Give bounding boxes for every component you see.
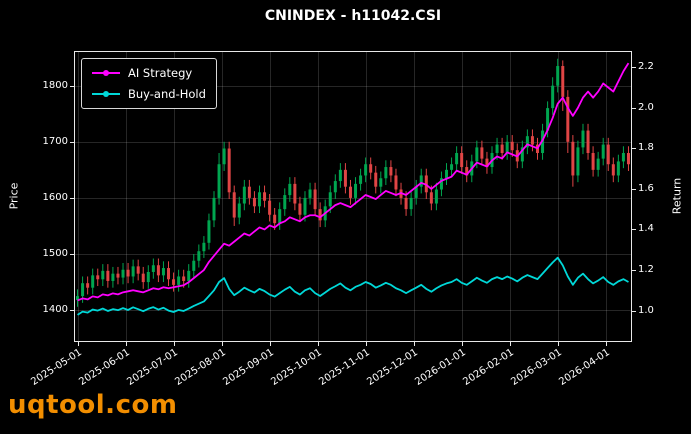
y-tick-mark-left: [70, 142, 74, 143]
y-tick-mark-right: [632, 311, 636, 312]
x-tick-mark: [78, 342, 79, 346]
y-tick-label-return: 2.0: [638, 101, 654, 113]
buy-and-hold-line-swatch: [92, 91, 120, 97]
y-tick-mark-right: [632, 108, 636, 109]
x-tick-mark: [462, 342, 463, 346]
y-tick-mark-left: [70, 254, 74, 255]
y-tick-label-return: 2.2: [638, 61, 654, 73]
y-tick-label-return: 1.8: [638, 142, 654, 154]
y-tick-mark-right: [632, 189, 636, 190]
y-tick-mark-right: [632, 270, 636, 271]
legend-label-ai-strategy: AI Strategy: [128, 66, 193, 80]
chart-title: CNINDEX - h11042.CSI: [264, 8, 442, 24]
y-tick-mark-right: [632, 148, 636, 149]
y-tick-mark-left: [70, 86, 74, 87]
x-tick-mark: [414, 342, 415, 346]
x-tick-mark: [270, 342, 271, 346]
legend-item-buy-and-hold: Buy-and-Hold: [92, 87, 206, 101]
y-tick-label-price: 1400: [42, 304, 68, 316]
x-tick-mark: [510, 342, 511, 346]
y-tick-label-return: 1.0: [638, 304, 654, 316]
y-tick-label-return: 1.6: [638, 182, 654, 194]
legend: AI Strategy Buy-and-Hold: [81, 58, 217, 109]
legend-label-buy-and-hold: Buy-and-Hold: [128, 87, 206, 101]
x-tick-mark: [558, 342, 559, 346]
x-tick-mark: [318, 342, 319, 346]
watermark: uqtool.com: [8, 390, 178, 420]
y-tick-label-price: 1700: [42, 135, 68, 147]
x-tick-mark: [606, 342, 607, 346]
x-tick-mark: [366, 342, 367, 346]
y-tick-label-price: 1800: [42, 79, 68, 91]
y-tick-mark-right: [632, 229, 636, 230]
legend-item-ai-strategy: AI Strategy: [92, 66, 206, 80]
x-tick-mark: [126, 342, 127, 346]
y-tick-mark-right: [632, 67, 636, 68]
x-tick-mark: [174, 342, 175, 346]
ai-strategy-marker-icon: [103, 70, 109, 76]
buy-and-hold-marker-icon: [103, 91, 109, 97]
y-tick-label-return: 1.4: [638, 223, 654, 235]
x-tick-mark: [222, 342, 223, 346]
y-tick-mark-left: [70, 198, 74, 199]
ai-strategy-line-swatch: [92, 70, 120, 76]
y-tick-label-price: 1500: [42, 248, 68, 260]
y-tick-mark-left: [70, 310, 74, 311]
y-tick-label-return: 1.2: [638, 264, 654, 276]
y-tick-label-price: 1600: [42, 191, 68, 203]
